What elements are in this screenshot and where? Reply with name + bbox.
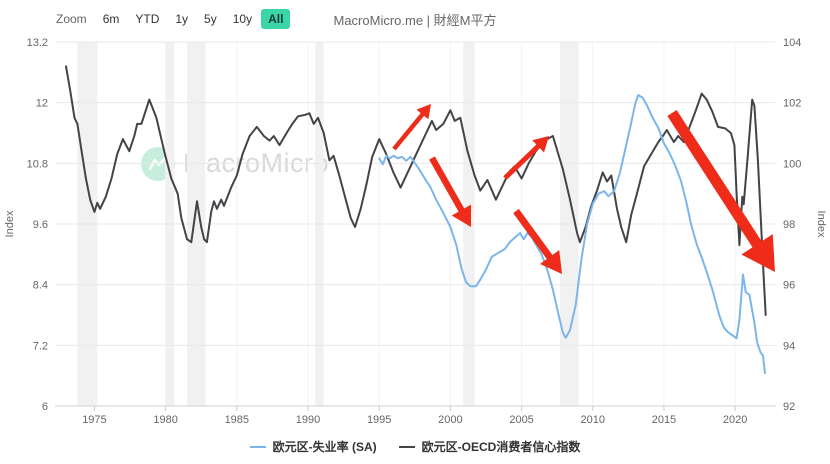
right-axis-tick-label: 92	[783, 401, 795, 413]
left-axis-tick-label: 8.4	[33, 280, 48, 292]
x-tick-label: 2000	[438, 414, 462, 426]
annotation-arrow-head	[532, 136, 549, 153]
range-button-5y[interactable]: 5y	[204, 12, 217, 26]
legend-label: 欧元区-OECD消费者信心指数	[421, 440, 581, 454]
left-axis-title: Index	[4, 210, 16, 237]
range-button-1y[interactable]: 1y	[175, 12, 189, 26]
range-button-ytd[interactable]: YTD	[135, 12, 160, 26]
right-axis-tick-label: 100	[783, 158, 801, 170]
left-axis-tick-label: 7.2	[33, 340, 48, 352]
range-selector: Zoom 6m YTD 1y 5y 10y All	[56, 8, 291, 30]
annotation-arrow-head	[741, 234, 775, 272]
legend: 欧元区-失业率 (SA) 欧元区-OECD消费者信心指数	[0, 438, 830, 455]
annotation-arrow-head	[451, 204, 472, 227]
legend-label: 欧元区-失业率 (SA)	[272, 440, 377, 454]
right-axis-tick-label: 94	[783, 340, 795, 352]
annotation-arrow-shaft	[503, 143, 542, 180]
x-tick-label: 2010	[581, 414, 605, 426]
legend-item-unemployment[interactable]: 欧元区-失业率 (SA)	[249, 438, 377, 455]
x-tick-label: 2005	[509, 414, 533, 426]
left-axis-tick-label: 9.6	[33, 219, 48, 231]
range-buttons: 6m YTD 1y 5y 10y All	[95, 9, 292, 29]
legend-swatch	[249, 445, 266, 448]
right-axis-tick-label: 96	[783, 280, 795, 292]
right-axis-tick-label: 98	[783, 219, 795, 231]
annotation-arrow-head	[416, 104, 431, 120]
left-axis-tick-label: 13.2	[27, 37, 48, 49]
series-line-unemployment	[378, 94, 766, 375]
range-button-all[interactable]: All	[261, 9, 291, 29]
left-axis-tick-label: 6	[42, 401, 48, 413]
legend-swatch	[398, 445, 415, 448]
x-tick-label: 1985	[225, 414, 249, 426]
x-tick-label: 2015	[652, 414, 676, 426]
series-line-consumer-confidence	[65, 65, 767, 316]
x-tick-label: 2020	[723, 414, 747, 426]
annotation-arrow-shaft	[429, 156, 466, 214]
annotation-arrow-shaft	[513, 208, 554, 261]
right-axis-title: Index	[815, 211, 827, 238]
left-axis-tick-label: 10.8	[27, 158, 48, 170]
x-tick-label: 1995	[367, 414, 391, 426]
range-button-10y[interactable]: 10y	[232, 12, 253, 26]
right-axis-tick-label: 104	[783, 37, 801, 49]
annotation-arrow-shaft	[392, 111, 426, 151]
annotation-arrow-head	[540, 250, 562, 274]
right-axis-tick-label: 102	[783, 98, 801, 110]
annotation-arrow-shaft	[667, 110, 763, 249]
x-tick-label: 1990	[296, 414, 320, 426]
chart-source-title: MacroMicro.me | 財經M平方	[333, 13, 497, 28]
left-axis-tick-label: 12	[36, 98, 48, 110]
x-tick-label: 1980	[153, 414, 177, 426]
x-tick-label: 1975	[82, 414, 106, 426]
zoom-label: Zoom	[56, 12, 87, 26]
legend-item-consumer-confidence[interactable]: 欧元区-OECD消费者信心指数	[398, 438, 581, 455]
range-button-6m[interactable]: 6m	[102, 12, 120, 26]
